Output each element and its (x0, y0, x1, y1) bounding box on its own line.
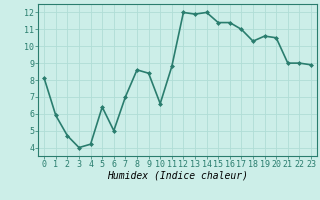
X-axis label: Humidex (Indice chaleur): Humidex (Indice chaleur) (107, 171, 248, 181)
